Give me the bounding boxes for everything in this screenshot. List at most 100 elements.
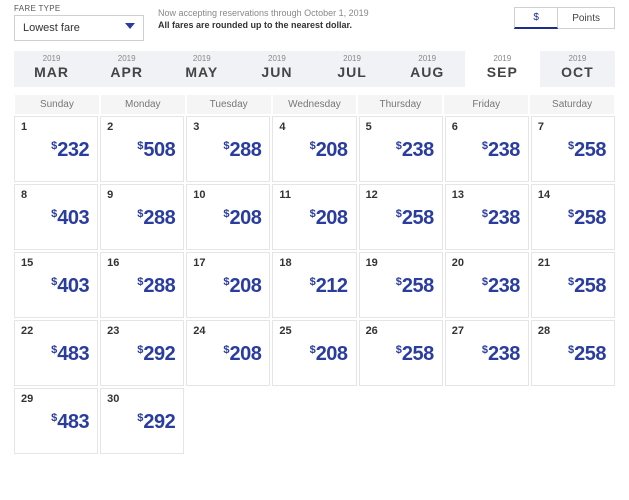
calendar-day-cell[interactable]: 11$208 [272,184,356,250]
currency-symbol: $ [223,208,229,220]
currency-symbol: $ [310,276,316,288]
month-abbr: MAY [164,64,239,81]
month-tab-oct[interactable]: 2019OCT [540,51,615,87]
currency-symbol: $ [568,276,574,288]
month-year: 2019 [164,55,239,63]
currency-symbol: $ [396,344,402,356]
calendar-day-cell[interactable]: 25$208 [272,320,356,386]
currency-symbol: $ [482,208,488,220]
calendar-day-cell[interactable]: 15$403 [14,252,98,318]
month-abbr: AUG [390,64,465,81]
day-price: $238 [482,275,520,298]
day-price: $238 [482,343,520,366]
month-tab-mar[interactable]: 2019MAR [14,51,89,87]
calendar-day-cell[interactable]: 5$238 [359,116,443,182]
month-tab-jul[interactable]: 2019JUL [315,51,390,87]
calendar-day-cell[interactable]: 30 $292 [100,388,184,454]
calendar-day-cell[interactable]: 22 $483 [14,320,98,386]
calendar-day-cell[interactable]: 8$403 [14,184,98,250]
price-amount: 208 [316,207,348,229]
calendar-day-cell[interactable]: 7$258 [531,116,615,182]
calendar-day-cell[interactable]: 23$292 [100,320,184,386]
price-amount: 483 [57,343,89,365]
calendar-day-cell[interactable]: 21 $258 [531,252,615,318]
price-amount: 288 [143,207,175,229]
fare-type-value: Lowest fare [23,22,80,34]
currency-symbol: $ [396,140,402,152]
month-year: 2019 [89,55,164,63]
price-amount: 208 [230,343,262,365]
price-amount: 238 [488,139,520,161]
currency-symbol: $ [51,140,57,152]
month-year: 2019 [315,55,390,63]
calendar-day-cell[interactable]: 28$258 [531,320,615,386]
calendar-day-cell[interactable]: 2$508 [100,116,184,182]
calendar-day-cell[interactable]: 6$238 [445,116,529,182]
calendar-empty-cell [186,388,270,454]
day-price: $258 [568,343,606,366]
currency-symbol: $ [51,208,57,220]
currency-symbol: $ [482,344,488,356]
day-price: $403 [51,207,89,230]
month-tab-may[interactable]: 2019MAY [164,51,239,87]
day-number: 14 [538,189,550,201]
day-price: $483 [51,343,89,366]
day-number: 1 [21,121,27,133]
calendar-day-cell[interactable]: 26$258 [359,320,443,386]
day-number: 4 [279,121,285,133]
fare-type-select[interactable]: Lowest fare [14,15,144,41]
day-number: 29 [21,393,33,405]
day-price: $208 [223,275,261,298]
currency-segment[interactable]: $ [514,7,558,29]
month-abbr: SEP [465,64,540,81]
calendar-day-cell[interactable]: 19$258 [359,252,443,318]
currency-symbol: $ [568,140,574,152]
day-price: $403 [51,275,89,298]
day-number: 22 [21,325,33,337]
price-amount: 238 [488,207,520,229]
day-price: $292 [137,411,175,434]
calendar-day-cell[interactable]: 3$288 [186,116,270,182]
day-price: $258 [568,139,606,162]
calendar-day-cell[interactable]: 10$208 [186,184,270,250]
calendar-day-cell[interactable]: 9$288 [100,184,184,250]
calendar-day-cell[interactable]: 13$238 [445,184,529,250]
day-number: 30 [107,393,119,405]
day-price: $208 [310,207,348,230]
price-amount: 403 [57,207,89,229]
month-tab-sep[interactable]: 2019SEP [465,51,540,87]
day-number: 10 [193,189,205,201]
month-tab-apr[interactable]: 2019APR [89,51,164,87]
day-number: 17 [193,257,205,269]
notice-line2: All fares are rounded up to the nearest … [158,19,500,31]
price-amount: 292 [143,343,175,365]
day-price: $288 [137,207,175,230]
currency-symbol: $ [51,412,57,424]
day-price: $238 [396,139,434,162]
day-price: $238 [482,139,520,162]
day-price: $232 [51,139,89,162]
calendar-day-cell[interactable]: 12$258 [359,184,443,250]
points-segment[interactable]: Points [558,7,615,29]
calendar-day-cell[interactable]: 27$238 [445,320,529,386]
day-number: 16 [107,257,119,269]
calendar-day-cell[interactable]: 24$208 [186,320,270,386]
month-tab-aug[interactable]: 2019AUG [390,51,465,87]
day-of-week-header: SundayMondayTuesdayWednesdayThursdayFrid… [14,95,615,114]
calendar-day-cell[interactable]: 14$258 [531,184,615,250]
day-price: $258 [568,275,606,298]
calendar-day-cell[interactable]: 20$238 [445,252,529,318]
calendar-day-cell[interactable]: 4$208 [272,116,356,182]
calendar-day-cell[interactable]: 16$288 [100,252,184,318]
dow-label: Thursday [358,95,442,114]
day-number: 21 [538,257,550,269]
month-tab-jun[interactable]: 2019JUN [239,51,314,87]
calendar-day-cell[interactable]: 1 $232 [14,116,98,182]
calendar-day-cell[interactable]: 17 $208 [186,252,270,318]
calendar-day-cell[interactable]: 29$483 [14,388,98,454]
price-amount: 212 [316,275,348,297]
price-amount: 258 [402,207,434,229]
dow-label: Friday [444,95,528,114]
month-year: 2019 [14,55,89,63]
calendar-day-cell[interactable]: 18$212 [272,252,356,318]
